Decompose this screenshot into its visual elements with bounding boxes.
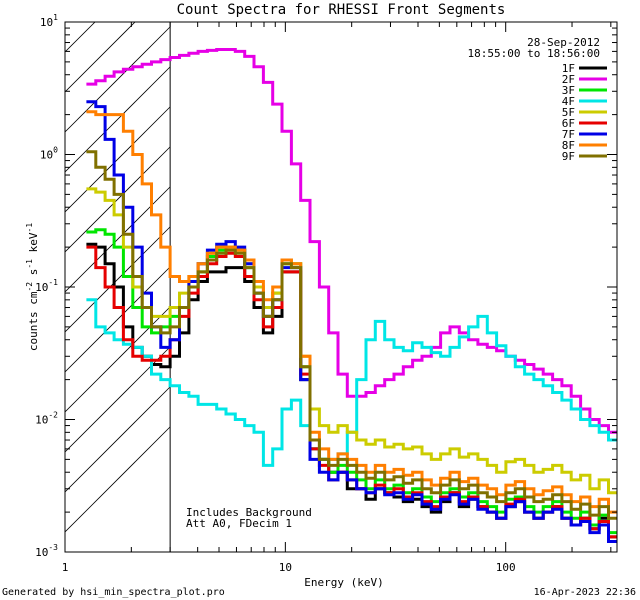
axes: 1 10 100 10-3 10-2 10-1 100 101 — [35, 13, 617, 574]
annotation-attenuator: Att A0, FDecim 1 — [186, 517, 292, 530]
y-label-sup2: -1 — [25, 259, 34, 269]
hatch-line — [65, 146, 171, 253]
hatch-line — [65, 346, 171, 453]
series-7F — [86, 100, 617, 543]
y-tick-label: 10-2 — [35, 411, 58, 427]
series-3F — [86, 228, 617, 535]
series-5F — [86, 187, 617, 495]
series-2F — [86, 48, 617, 434]
x-axis-label: Energy (keV) — [304, 576, 383, 589]
footer-timestamp: 16-Apr-2023 22:36 — [533, 587, 636, 598]
hatch-line — [65, 266, 171, 373]
series-group — [86, 48, 617, 543]
hatch-line — [65, 66, 171, 173]
legend-label-9F: 9F — [562, 150, 575, 163]
y-axis-label: counts cm-2 s-1 keV-1 — [25, 223, 40, 351]
y-tick-label: 100 — [40, 146, 58, 162]
series-4F — [86, 298, 617, 467]
series-8F — [86, 110, 617, 514]
legend-label-6F: 6F — [562, 117, 575, 130]
y-label-base: counts cm — [27, 291, 40, 351]
annotation-background: Includes Background — [186, 506, 312, 519]
hatch-line — [65, 226, 171, 333]
hatch-line — [65, 186, 171, 293]
hatch-line — [65, 0, 170, 12]
hatch-line — [65, 22, 96, 53]
x-tick-label: 1 — [62, 561, 69, 574]
hatch-line — [65, 106, 171, 213]
legend: 28-Sep-2012 18:55:00 to 18:56:00 1F2F3F4… — [468, 36, 607, 163]
hatch-line — [65, 386, 171, 493]
legend-label-3F: 3F — [562, 84, 575, 97]
y-label-s: s — [27, 269, 40, 282]
y-label-kev: keV — [27, 232, 40, 259]
x-tick-label: 10 — [279, 561, 292, 574]
y-label-sup1: -2 — [25, 282, 34, 292]
legend-time-range: 18:55:00 to 18:56:00 — [468, 47, 600, 60]
legend-label-4F: 4F — [562, 95, 575, 108]
series-9F — [86, 150, 617, 520]
y-tick-label: 10-1 — [35, 278, 58, 294]
hatch-line — [65, 26, 171, 133]
chart-title: Count Spectra for RHESSI Front Segments — [177, 2, 506, 18]
legend-label-8F: 8F — [562, 139, 575, 152]
legend-label-5F: 5F — [562, 106, 575, 119]
y-tick-label: 101 — [40, 13, 58, 29]
hatch-line — [65, 22, 136, 93]
legend-label-2F: 2F — [562, 73, 575, 86]
x-tick-label: 100 — [496, 561, 516, 574]
footer-generated-by: Generated by hsi_min_spectra_plot.pro — [2, 587, 225, 598]
hatch-line — [65, 426, 171, 533]
hatched-region — [65, 0, 171, 533]
y-label-sup3: -1 — [25, 223, 34, 233]
legend-label-7F: 7F — [562, 128, 575, 141]
y-tick-label: 10-3 — [35, 543, 58, 559]
legend-date: 28-Sep-2012 — [527, 36, 600, 49]
legend-label-1F: 1F — [562, 62, 575, 75]
